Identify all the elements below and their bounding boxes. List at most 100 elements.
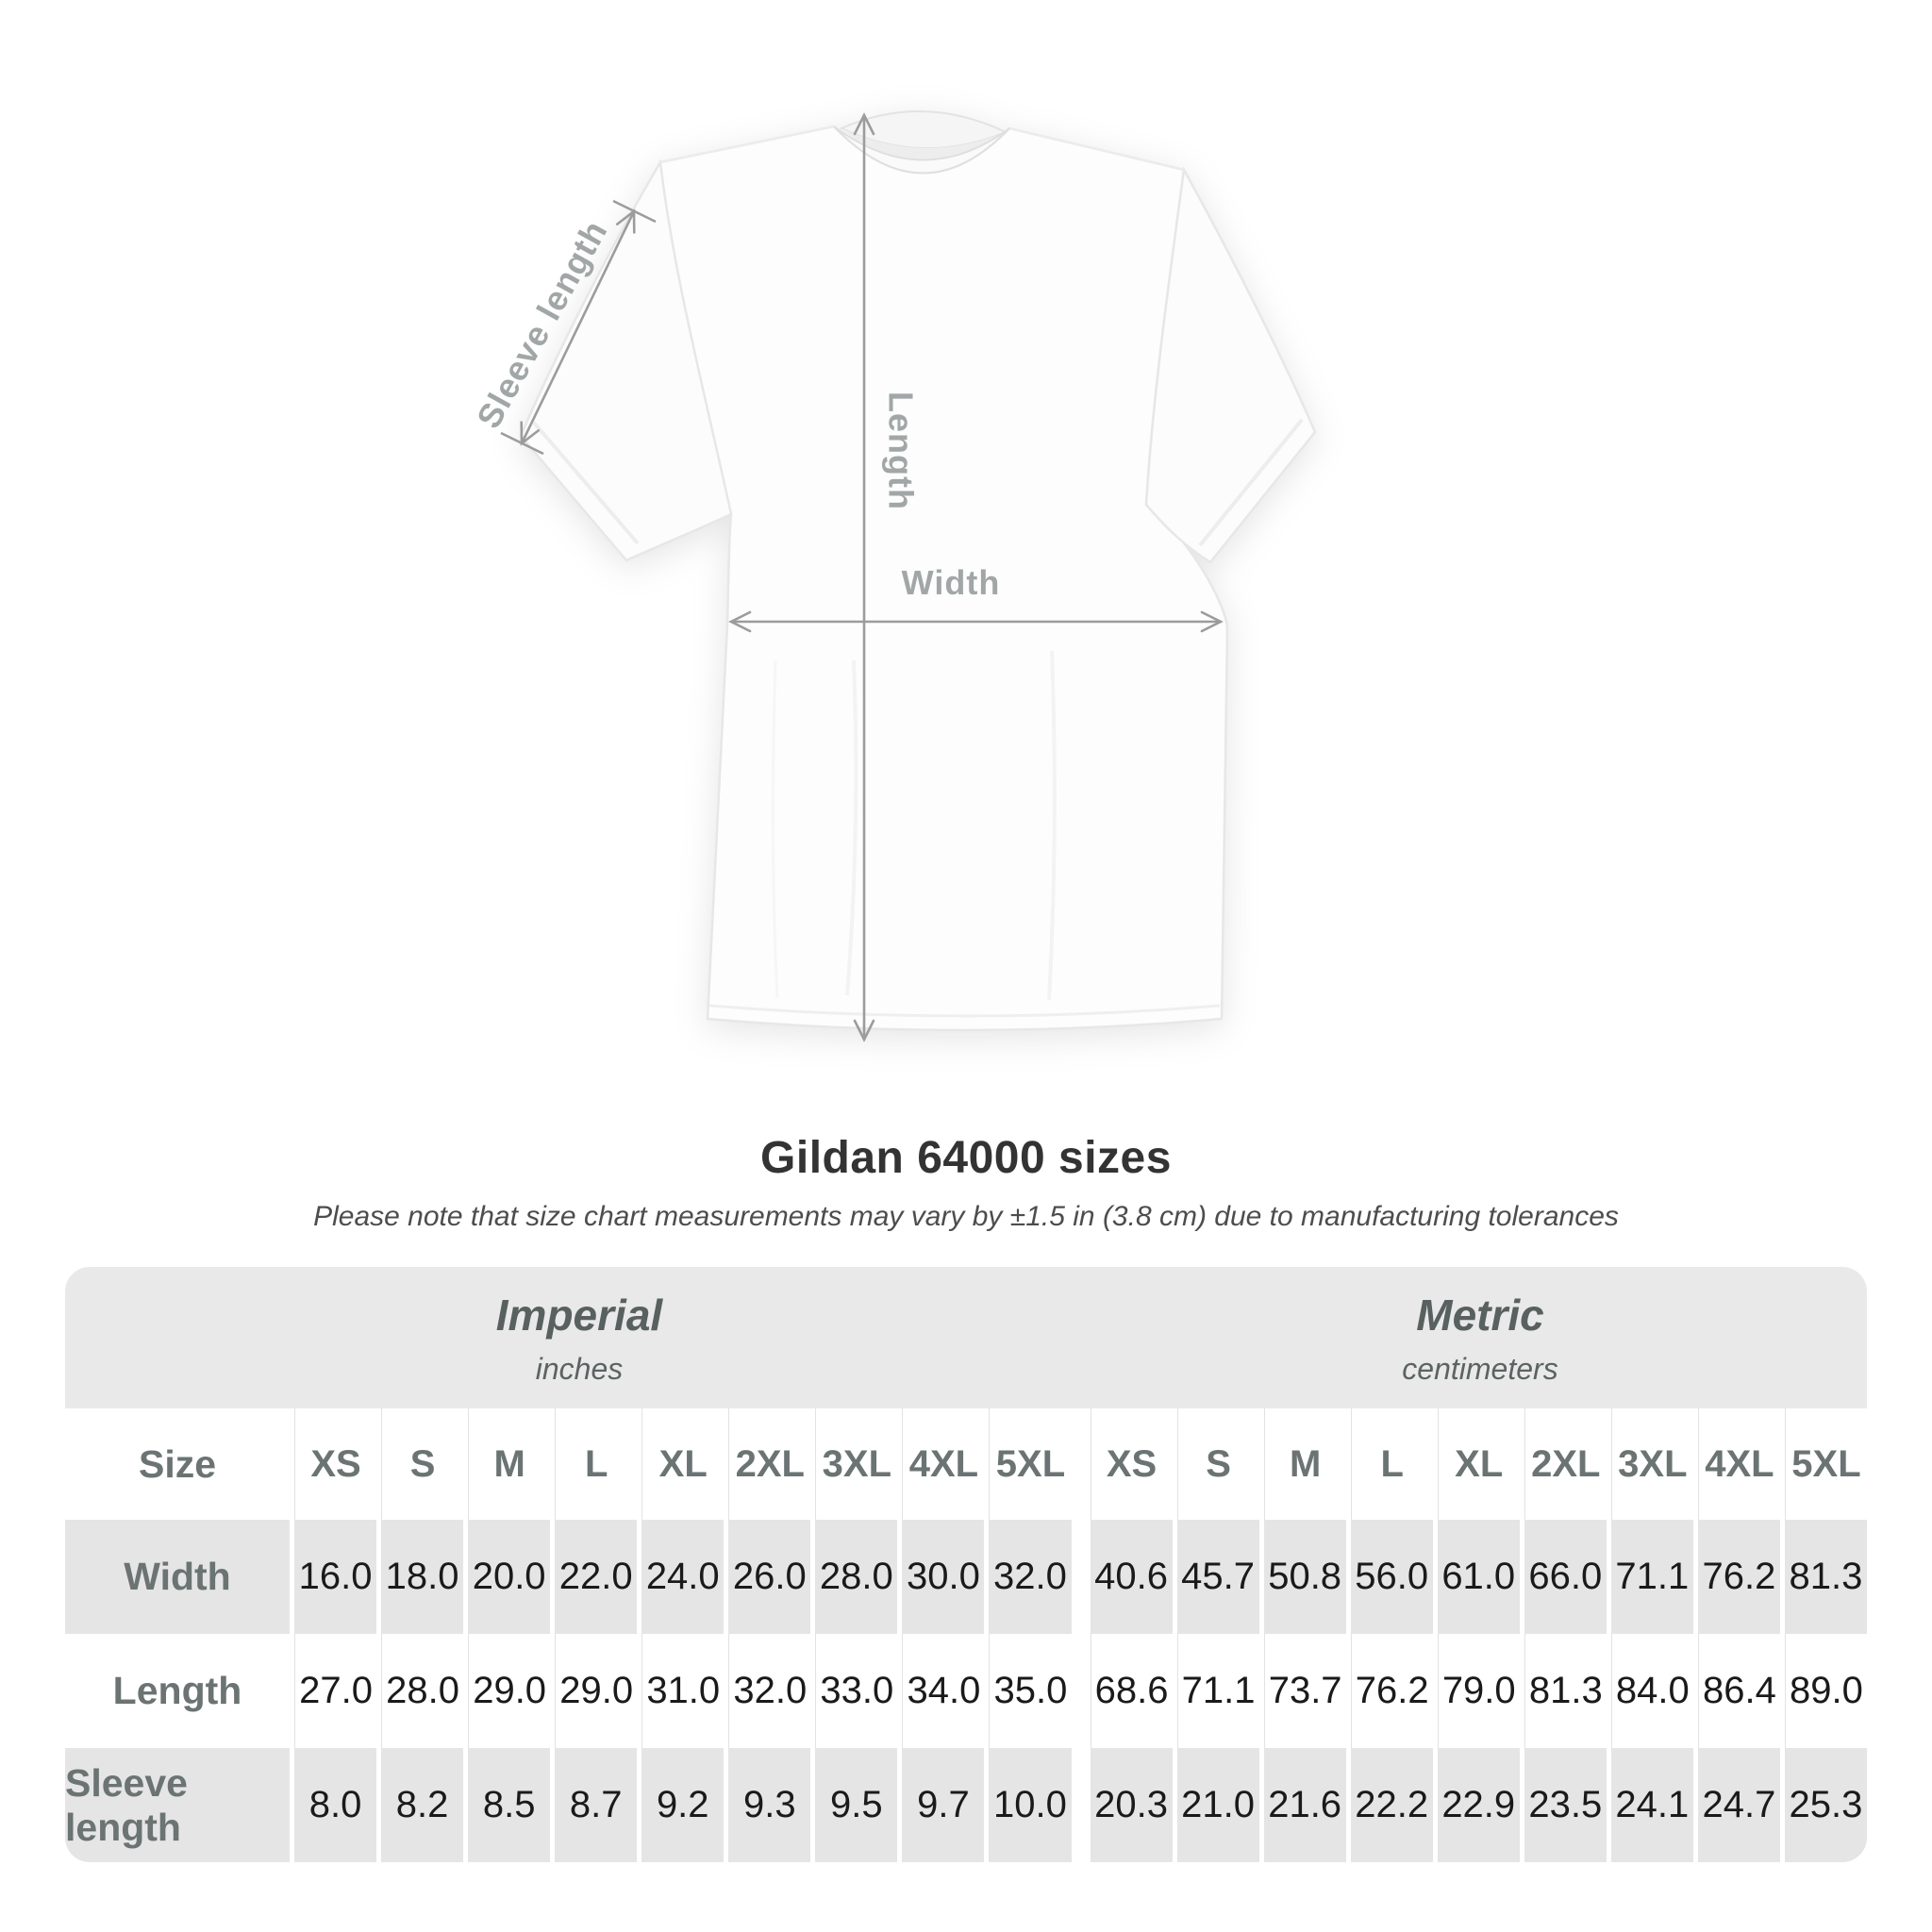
value-cell-imperial: 32.0 xyxy=(989,1520,1072,1634)
metric-title: Metric xyxy=(1416,1291,1544,1340)
value-cell-imperial: 20.0 xyxy=(468,1520,551,1634)
value-cell-imperial: 26.0 xyxy=(728,1520,811,1634)
value-cell-metric: 24.7 xyxy=(1697,1748,1780,1862)
value-cell-metric: 40.6 xyxy=(1090,1520,1173,1634)
imperial-metric-divider xyxy=(1076,1634,1086,1748)
size-col-header-imperial: XS xyxy=(294,1408,376,1520)
imperial-title: Imperial xyxy=(495,1291,663,1340)
size-col-header-imperial: 2XL xyxy=(728,1408,810,1520)
width-diagram-label: Width xyxy=(902,563,1001,602)
value-cell-imperial: 8.0 xyxy=(294,1748,377,1862)
value-cell-imperial: 28.0 xyxy=(381,1634,463,1748)
value-cell-imperial: 10.0 xyxy=(989,1748,1072,1862)
value-cell-imperial: 27.0 xyxy=(294,1634,376,1748)
tshirt-diagram: Sleeve length Length Width xyxy=(469,110,1317,1042)
length-row: Length 27.0 28.0 29.0 29.0 31.0 32.0 33.0 34.0 3… xyxy=(65,1634,1867,1748)
imperial-unit: inches xyxy=(535,1352,624,1386)
value-cell-imperial: 9.2 xyxy=(641,1748,724,1862)
size-col-header-metric: XL xyxy=(1437,1408,1520,1520)
size-col-header-metric: 4XL xyxy=(1697,1408,1780,1520)
size-col-header-metric: L xyxy=(1350,1408,1433,1520)
value-cell-imperial: 9.3 xyxy=(728,1748,811,1862)
value-cell-metric: 21.6 xyxy=(1263,1748,1346,1862)
value-cell-metric: 22.2 xyxy=(1350,1748,1433,1862)
value-cell-imperial: 29.0 xyxy=(555,1634,637,1748)
value-cell-metric: 89.0 xyxy=(1784,1634,1867,1748)
value-cell-metric: 20.3 xyxy=(1090,1748,1173,1862)
value-cell-imperial: 8.5 xyxy=(468,1748,551,1862)
size-col-header-metric: 5XL xyxy=(1784,1408,1867,1520)
value-cell-metric: 79.0 xyxy=(1437,1634,1520,1748)
value-cell-metric: 24.1 xyxy=(1610,1748,1693,1862)
value-cell-metric: 81.3 xyxy=(1784,1520,1867,1634)
metric-unit: centimeters xyxy=(1402,1352,1558,1386)
value-cell-metric: 81.3 xyxy=(1524,1634,1607,1748)
page-title: Gildan 64000 sizes xyxy=(760,1133,1172,1183)
row-label-length: Length xyxy=(112,1669,242,1712)
value-cell-metric: 84.0 xyxy=(1610,1634,1693,1748)
size-col-header-metric: XS xyxy=(1090,1408,1173,1520)
metric-header: Metric centimeters xyxy=(1093,1290,1867,1387)
imperial-header: Imperial inches xyxy=(65,1290,1093,1387)
value-cell-imperial: 30.0 xyxy=(902,1520,985,1634)
value-cell-metric: 86.4 xyxy=(1697,1634,1780,1748)
value-cell-imperial: 31.0 xyxy=(641,1634,724,1748)
value-cell-metric: 22.9 xyxy=(1437,1748,1520,1862)
value-cell-metric: 71.1 xyxy=(1610,1520,1693,1634)
sleeve-length-cap-bottom xyxy=(500,431,544,456)
value-cell-imperial: 9.5 xyxy=(815,1748,898,1862)
value-cell-imperial: 28.0 xyxy=(815,1520,898,1634)
value-cell-imperial: 32.0 xyxy=(728,1634,810,1748)
value-cell-imperial: 16.0 xyxy=(294,1520,377,1634)
value-cell-metric: 73.7 xyxy=(1263,1634,1346,1748)
value-cell-metric: 50.8 xyxy=(1263,1520,1346,1634)
size-col-header-metric: M xyxy=(1263,1408,1346,1520)
value-cell-metric: 68.6 xyxy=(1090,1634,1173,1748)
value-cell-metric: 71.1 xyxy=(1176,1634,1259,1748)
tolerance-note: Please note that size chart measurements… xyxy=(313,1201,1619,1232)
sleeve-length-cap-top xyxy=(612,199,657,224)
size-col-header-metric: 3XL xyxy=(1610,1408,1693,1520)
size-col-header-imperial: M xyxy=(468,1408,550,1520)
value-cell-metric: 21.0 xyxy=(1176,1748,1259,1862)
row-label-sleeve-length: Sleeve length xyxy=(65,1748,290,1862)
size-col-header-imperial: 5XL xyxy=(989,1408,1071,1520)
imperial-metric-divider xyxy=(1076,1408,1086,1520)
value-cell-metric: 61.0 xyxy=(1437,1520,1520,1634)
size-col-header-imperial: XL xyxy=(641,1408,724,1520)
value-cell-imperial: 35.0 xyxy=(989,1634,1071,1748)
size-header-row: Size XS S M L XL 2XL 3XL 4XL 5XL XS S M L XL 2XL 3XL 4XL… xyxy=(65,1408,1867,1520)
size-column-title: Size xyxy=(138,1441,217,1486)
value-cell-metric: 66.0 xyxy=(1524,1520,1607,1634)
value-cell-imperial: 18.0 xyxy=(381,1520,464,1634)
value-cell-metric: 56.0 xyxy=(1350,1520,1433,1634)
value-cell-metric: 25.3 xyxy=(1784,1748,1867,1862)
value-cell-imperial: 29.0 xyxy=(468,1634,550,1748)
unit-header-band: Imperial inches Metric centimeters xyxy=(65,1267,1867,1408)
imperial-metric-divider xyxy=(1076,1520,1086,1634)
length-diagram-label: Length xyxy=(881,391,920,510)
value-cell-metric: 76.2 xyxy=(1350,1634,1433,1748)
size-col-header-imperial: 3XL xyxy=(815,1408,897,1520)
value-cell-imperial: 8.2 xyxy=(381,1748,464,1862)
value-cell-imperial: 24.0 xyxy=(641,1520,724,1634)
width-row: Width 16.0 18.0 20.0 22.0 24.0 26.0 28.0 30.0 32… xyxy=(65,1520,1867,1634)
size-col-header-metric: S xyxy=(1176,1408,1259,1520)
measurement-annotations xyxy=(500,112,1224,1042)
size-col-header-imperial: S xyxy=(381,1408,463,1520)
value-cell-metric: 45.7 xyxy=(1176,1520,1259,1634)
size-col-header-imperial: L xyxy=(555,1408,637,1520)
value-cell-imperial: 8.7 xyxy=(555,1748,638,1862)
tshirt-illustration xyxy=(519,110,1317,1032)
value-cell-imperial: 33.0 xyxy=(815,1634,897,1748)
row-label-width: Width xyxy=(65,1520,290,1634)
value-cell-metric: 23.5 xyxy=(1524,1748,1607,1862)
value-cell-metric: 76.2 xyxy=(1697,1520,1780,1634)
value-cell-imperial: 34.0 xyxy=(902,1634,984,1748)
sleeve-length-row: Sleeve length 8.0 8.2 8.5 8.7 9.2 9.3 9.5 9.7 10… xyxy=(65,1748,1867,1862)
size-col-header-metric: 2XL xyxy=(1524,1408,1607,1520)
value-cell-imperial: 9.7 xyxy=(902,1748,985,1862)
value-cell-imperial: 22.0 xyxy=(555,1520,638,1634)
size-table: Imperial inches Metric centimeters Size … xyxy=(65,1267,1867,1862)
